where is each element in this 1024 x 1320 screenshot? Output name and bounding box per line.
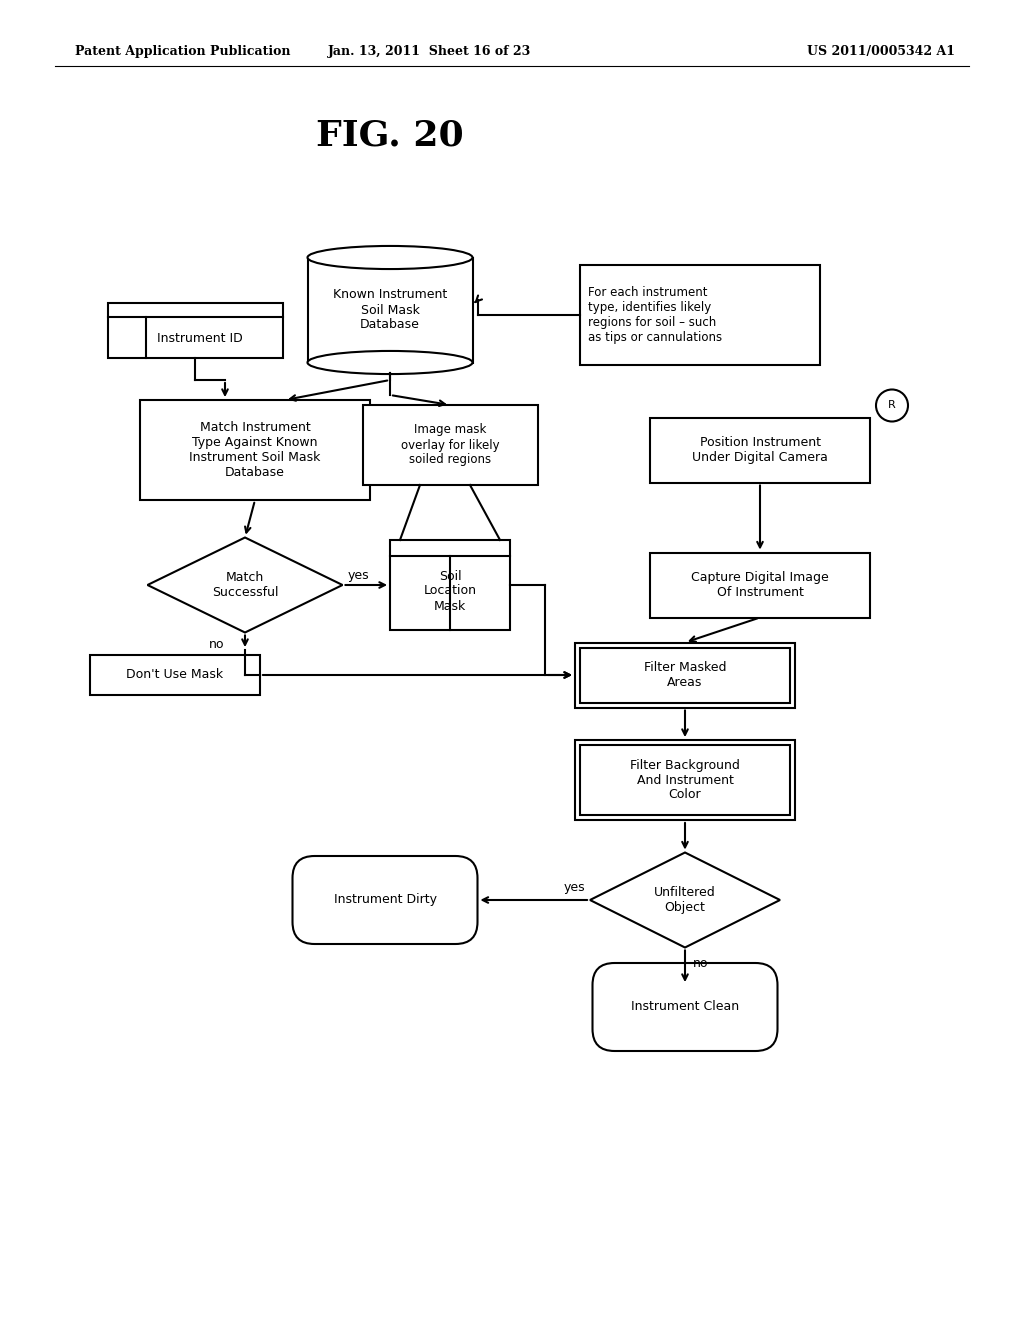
- Polygon shape: [590, 853, 780, 948]
- Text: US 2011/0005342 A1: US 2011/0005342 A1: [807, 45, 955, 58]
- Text: no: no: [693, 957, 709, 970]
- Text: Match Instrument
Type Against Known
Instrument Soil Mask
Database: Match Instrument Type Against Known Inst…: [189, 421, 321, 479]
- Text: Capture Digital Image
Of Instrument: Capture Digital Image Of Instrument: [691, 572, 828, 599]
- Text: Known Instrument
Soil Mask
Database: Known Instrument Soil Mask Database: [333, 289, 447, 331]
- Bar: [580, 265, 820, 366]
- Bar: [575, 643, 795, 708]
- Bar: [362, 405, 538, 484]
- Bar: [580, 648, 790, 702]
- Text: Don't Use Mask: Don't Use Mask: [126, 668, 223, 681]
- Bar: [90, 655, 260, 696]
- Bar: [140, 400, 370, 500]
- Circle shape: [876, 389, 908, 421]
- Text: Jan. 13, 2011  Sheet 16 of 23: Jan. 13, 2011 Sheet 16 of 23: [329, 45, 531, 58]
- Bar: [108, 302, 283, 358]
- Bar: [390, 540, 510, 630]
- Text: Position Instrument
Under Digital Camera: Position Instrument Under Digital Camera: [692, 436, 828, 465]
- Text: yes: yes: [563, 882, 585, 895]
- Text: Filter Masked
Areas: Filter Masked Areas: [644, 661, 726, 689]
- Text: no: no: [209, 638, 224, 651]
- Text: Image mask
overlay for likely
soiled regions: Image mask overlay for likely soiled reg…: [400, 424, 500, 466]
- Text: Instrument ID: Instrument ID: [157, 331, 243, 345]
- Text: FIG. 20: FIG. 20: [316, 117, 464, 152]
- Text: For each instrument
type, identifies likely
regions for soil – such
as tips or c: For each instrument type, identifies lik…: [588, 286, 722, 345]
- Text: Filter Background
And Instrument
Color: Filter Background And Instrument Color: [630, 759, 740, 801]
- Bar: [580, 744, 790, 814]
- Text: Instrument Dirty: Instrument Dirty: [334, 894, 436, 907]
- FancyBboxPatch shape: [293, 855, 477, 944]
- Text: yes: yes: [347, 569, 369, 582]
- Text: Instrument Clean: Instrument Clean: [631, 1001, 739, 1014]
- Bar: [650, 417, 870, 483]
- Bar: [575, 741, 795, 820]
- Bar: [650, 553, 870, 618]
- Text: R: R: [888, 400, 896, 411]
- Text: Match
Successful: Match Successful: [212, 572, 279, 599]
- Text: Unfiltered
Object: Unfiltered Object: [654, 886, 716, 913]
- Ellipse shape: [307, 246, 472, 269]
- FancyBboxPatch shape: [593, 964, 777, 1051]
- Ellipse shape: [307, 351, 472, 374]
- Polygon shape: [147, 537, 342, 632]
- Text: Soil
Location
Mask: Soil Location Mask: [424, 569, 476, 612]
- Bar: [307, 257, 472, 363]
- Text: Patent Application Publication: Patent Application Publication: [75, 45, 291, 58]
